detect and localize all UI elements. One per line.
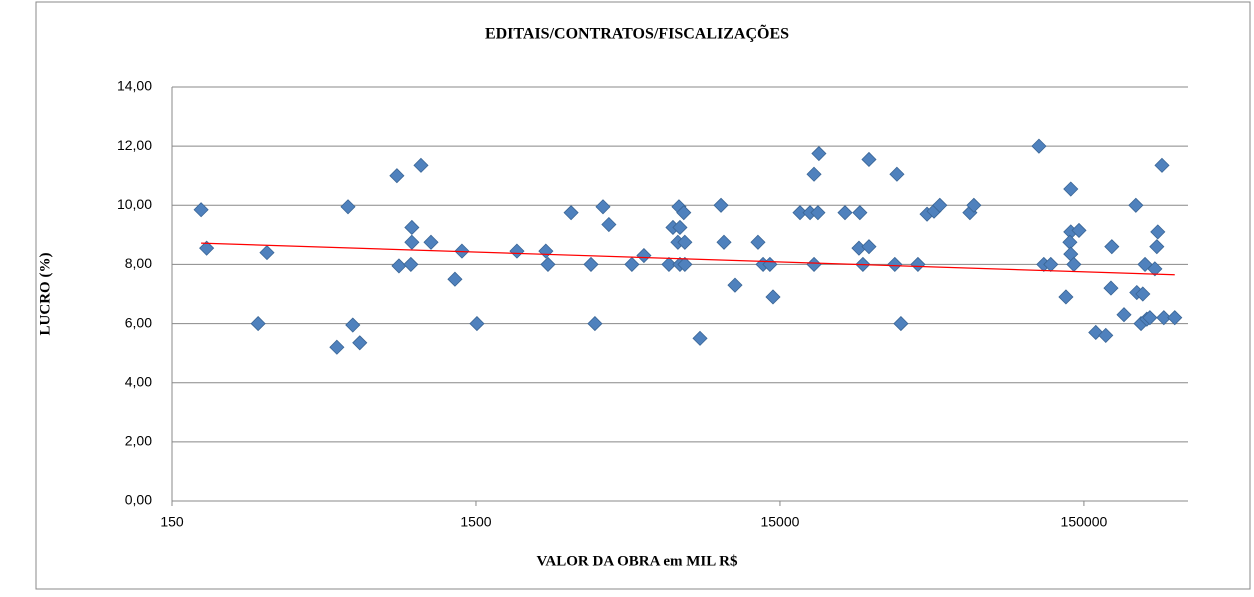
chart-title: EDITAIS/CONTRATOS/FISCALIZAÇÕES [485, 23, 789, 43]
data-point [1156, 310, 1172, 326]
y-tick-label: 10,00 [117, 196, 152, 212]
data-point [250, 316, 266, 332]
data-point [792, 205, 808, 221]
y-tick-label: 0,00 [125, 492, 152, 508]
data-point [509, 243, 525, 259]
data-point [1147, 261, 1163, 277]
chart-border [35, 1, 1251, 590]
data-point [861, 151, 877, 168]
data-point [1128, 197, 1144, 213]
data-point [404, 234, 420, 250]
data-point [352, 335, 368, 351]
data-point [1167, 310, 1183, 326]
data-point [413, 157, 429, 173]
x-axis-label: VALOR DA OBRA em MIL R$ [537, 553, 738, 569]
data-point [661, 256, 677, 272]
data-point [692, 330, 708, 346]
data-point [676, 205, 692, 221]
data-point [403, 256, 419, 272]
data-point [587, 316, 603, 332]
data-point [1103, 280, 1119, 296]
data-point [677, 234, 693, 250]
data-point [893, 316, 909, 332]
data-point [861, 239, 877, 255]
data-point [889, 166, 905, 182]
data-point [677, 256, 693, 272]
data-point [806, 166, 822, 182]
data-point [1104, 239, 1120, 255]
data-point [810, 205, 826, 221]
data-point [811, 145, 827, 162]
y-tick-label: 8,00 [125, 255, 152, 271]
data-point [887, 256, 903, 272]
data-point [329, 339, 345, 355]
data-point [423, 234, 439, 250]
data-point [1071, 222, 1087, 238]
data-point [601, 216, 617, 233]
data-point [966, 197, 982, 213]
y-tick-label: 2,00 [125, 433, 152, 449]
data-point [1142, 310, 1158, 326]
data-point [1063, 181, 1079, 197]
data-point [1058, 289, 1074, 305]
data-point [1043, 256, 1059, 272]
data-point [910, 256, 926, 272]
y-axis-label: LUCRO (%) [37, 253, 53, 336]
data-point [563, 205, 579, 221]
y-tick-label: 6,00 [125, 314, 152, 330]
data-point [932, 197, 948, 213]
data-point [765, 289, 781, 305]
data-point [716, 234, 732, 250]
data-point [404, 219, 420, 236]
trendline [201, 242, 1175, 276]
x-tick-label: 1500 [460, 514, 491, 530]
y-tick-label: 4,00 [125, 373, 152, 389]
x-tick-label: 150000 [1061, 514, 1108, 530]
x-tick-label: 150 [160, 514, 184, 530]
data-point [1149, 239, 1165, 255]
data-point [469, 316, 485, 332]
y-tick-label: 12,00 [117, 137, 152, 153]
data-point [340, 199, 356, 215]
data-point [636, 247, 652, 264]
data-point [852, 205, 868, 221]
data-point [345, 317, 361, 333]
data-point [1150, 224, 1166, 240]
data-point [713, 197, 729, 213]
data-point [193, 202, 209, 218]
data-point [540, 256, 556, 272]
data-point [199, 240, 215, 256]
data-point [1098, 327, 1114, 343]
data-point [1116, 307, 1132, 323]
data-point [806, 256, 822, 272]
data-point [727, 277, 743, 293]
data-point [583, 256, 599, 272]
y-tick-label: 14,00 [117, 78, 152, 94]
data-point [259, 245, 275, 261]
data-point [624, 256, 640, 272]
data-point [672, 219, 688, 236]
data-point [391, 258, 407, 274]
data-point [447, 271, 463, 287]
data-point [1031, 138, 1047, 154]
data-point [750, 234, 766, 250]
data-point [837, 205, 853, 221]
data-point [389, 168, 405, 184]
x-tick-label: 15000 [760, 514, 799, 530]
data-point [1135, 286, 1151, 302]
data-point [595, 199, 611, 215]
data-point [1154, 157, 1170, 173]
